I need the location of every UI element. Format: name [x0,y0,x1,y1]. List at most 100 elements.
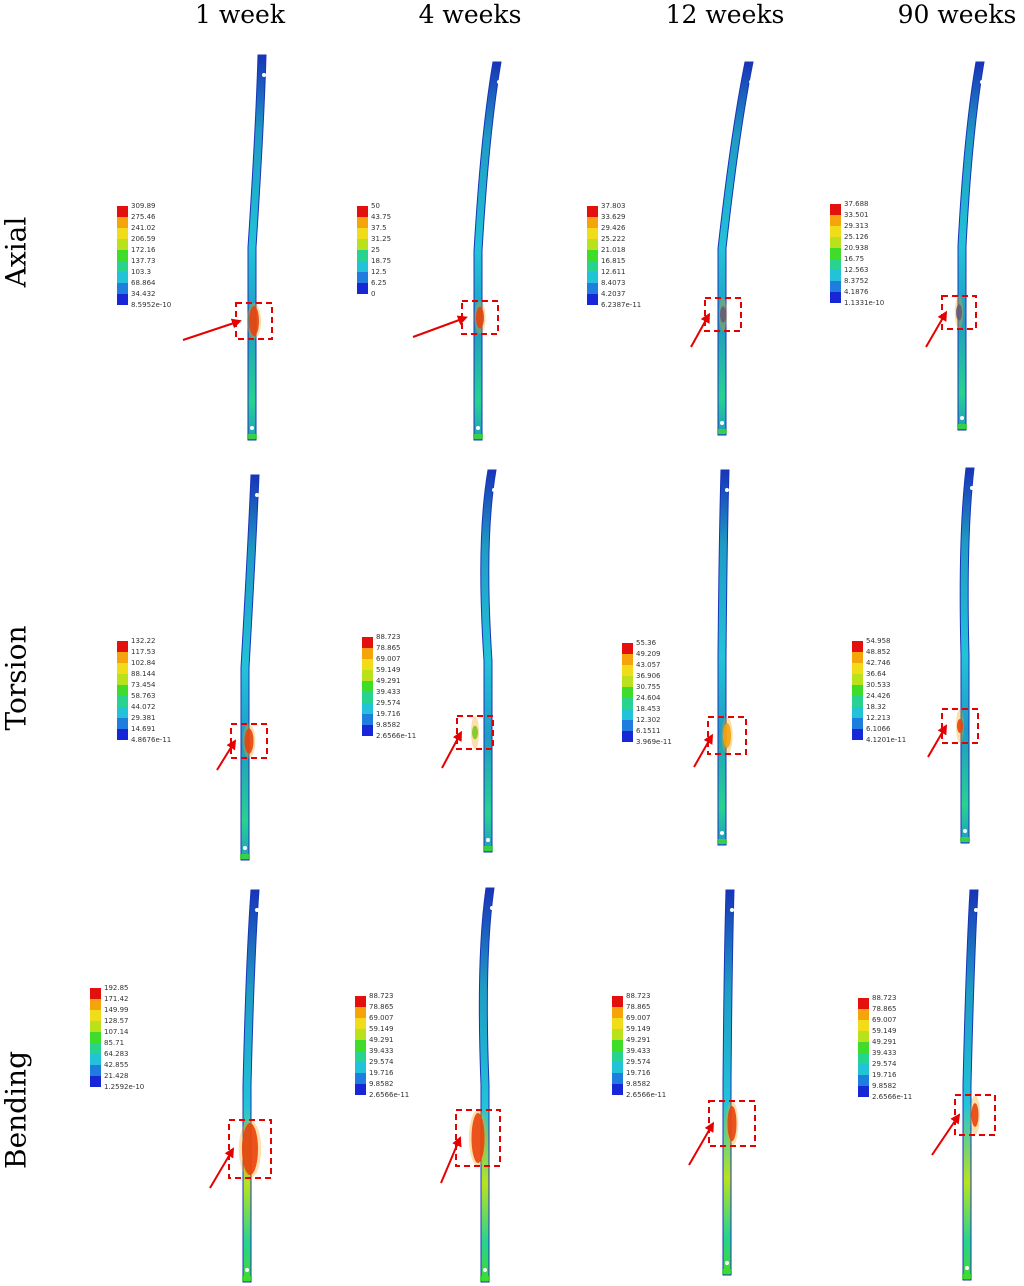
legend-swatch [622,731,633,742]
stress-hotspot [476,306,484,329]
bone-end-cap [480,1276,490,1281]
legend-value: 12.213 [866,714,891,722]
legend-value: 59.149 [872,1027,897,1035]
legend-swatch [357,261,368,272]
screw-hole [497,80,501,84]
legend-value: 4.1876 [844,288,869,296]
legend-swatch [612,1018,623,1029]
highlight-box [708,1100,756,1147]
legend-value: 6.25 [371,279,387,287]
column-label-1-week: 1 week [195,0,285,29]
bone-axial-1 [182,54,273,441]
legend-value: 9.8582 [872,1082,897,1090]
column-label-90-weeks: 90 weeks [897,0,1017,29]
legend-labels: 88.723 78.865 69.007 59.149 49.291 39.433 29.5… [376,633,417,742]
legend-value: 18.453 [636,705,661,713]
bone-end-cap [247,434,257,439]
stress-hotspot [723,723,731,748]
legend-swatch [858,1031,869,1042]
stress-hotspot [472,725,478,740]
legend-color-bar [117,206,128,311]
legend-value: 4.1201e-11 [866,736,907,744]
legend-value: 172.16 [131,246,156,254]
legend-value: 88.723 [626,992,651,1000]
legend-value: 42.855 [104,1061,129,1069]
legend-swatch [830,237,841,248]
legend-swatch [852,641,863,652]
legend-swatch [117,652,128,663]
legend-bending-3: 88.723 78.865 69.007 59.149 49.291 39.433 29.5… [612,992,666,1101]
legend-swatch [90,1021,101,1032]
screw-hole [730,908,734,912]
bone-end-cap [957,424,967,429]
legend-torsion-1: 132.22 117.53 102.84 88.144 73.454 58.763 44.0… [117,637,171,746]
pointer-arrow [693,733,713,768]
legend-value: 117.53 [131,648,156,656]
screw-hole [963,829,967,833]
legend-value: 37.5 [371,224,387,232]
legend-value: 1.1331e-10 [844,299,885,307]
legend-swatch [117,217,128,228]
legend-value: 78.865 [369,1003,394,1011]
legend-color-bar [117,641,128,746]
legend-value: 44.072 [131,703,156,711]
legend-labels: 192.85 171.42 149.99 128.57 107.14 85.71 64.28… [104,984,144,1093]
legend-axial-3: 37.803 33.629 29.426 25.222 21.018 16.815 12.6… [587,202,641,311]
legend-swatch [612,1029,623,1040]
screw-hole [980,80,984,84]
legend-value: 73.454 [131,681,156,689]
screw-hole [476,426,480,430]
legend-value: 29.574 [369,1058,394,1066]
legend-swatch [90,1076,101,1087]
legend-value: 59.149 [626,1025,651,1033]
legend-value: 19.716 [626,1069,651,1077]
bone-axial-2 [412,61,502,441]
legend-swatch [90,1032,101,1043]
legend-value: 49.291 [626,1036,651,1044]
stress-halo [474,301,486,334]
legend-swatch [612,996,623,1007]
legend-swatch [117,674,128,685]
legend-swatch [90,988,101,999]
legend-value: 137.73 [131,257,156,265]
legend-axial-4: 37.688 33.501 29.313 25.126 20.938 16.75 12.56… [830,200,885,309]
legend-value: 37.803 [601,202,626,210]
legend-swatch [622,654,633,665]
legend-value: 2.6566e-11 [872,1093,913,1101]
stress-hotspot [956,304,962,321]
screw-hole [960,416,964,420]
legend-swatch [117,272,128,283]
bone-end-cap [717,429,727,434]
legend-value: 59.149 [369,1025,394,1033]
legend-labels: 55.36 49.209 43.057 36.906 30.755 24.604 18.45… [636,639,672,748]
legend-value: 18.75 [371,257,392,265]
legend-labels: 309.89 275.46 241.02 206.59 172.16 137.73 103.… [131,202,171,311]
stress-halo [725,1101,739,1146]
highlight-box [941,295,977,330]
legend-value: 8.3752 [844,277,869,285]
legend-swatch [622,720,633,731]
bone-end-cap [717,839,727,844]
legend-axial-1: 309.89 275.46 241.02 206.59 172.16 137.73 103.… [117,202,171,311]
legend-swatch [622,687,633,698]
bone-shaft [957,61,985,431]
bone-end-cap [473,434,483,439]
legend-swatch [355,1062,366,1073]
legend-value: 2.6566e-11 [376,732,417,740]
legend-bending-1: 192.85 171.42 149.99 128.57 107.14 85.71 64.28… [90,984,144,1093]
legend-value: 43.057 [636,661,661,669]
legend-value: 25.126 [844,233,869,241]
legend-swatch [587,228,598,239]
legend-swatch [612,1007,623,1018]
stress-halo [721,717,733,754]
pointer-arrow [690,312,710,348]
legend-labels: 88.723 78.865 69.007 59.149 49.291 39.433 29.5… [626,992,666,1101]
legend-swatch [858,1020,869,1031]
screw-hole [486,838,490,842]
legend-value: 14.691 [131,725,156,733]
legend-value: 6.1066 [866,725,891,733]
bone-shaft [717,469,730,846]
legend-value: 21.428 [104,1072,129,1080]
legend-value: 25.222 [601,235,626,243]
legend-value: 128.57 [104,1017,129,1025]
